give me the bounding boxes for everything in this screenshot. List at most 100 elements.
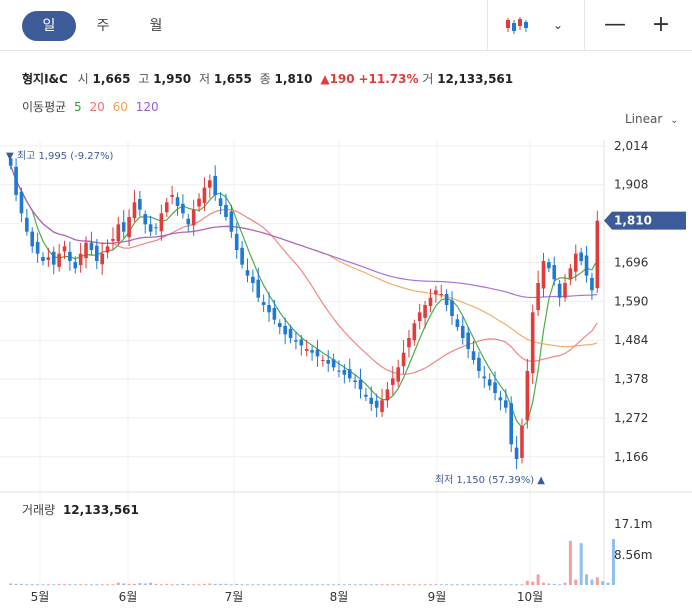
current-price-label: 1,810: [614, 214, 652, 228]
toolbar-divider: [584, 0, 585, 50]
volume-bar: [482, 584, 486, 586]
candle-body: [498, 397, 503, 401]
tab-day[interactable]: 일: [22, 11, 76, 41]
price-tick-label: 2,014: [614, 139, 648, 153]
candle-body: [563, 283, 567, 298]
volume-bar: [337, 584, 341, 586]
volume-bar: [84, 584, 88, 586]
candle-body: [423, 305, 427, 318]
candle-body: [62, 246, 67, 252]
volume-bar: [299, 584, 303, 586]
candle-body: [84, 242, 88, 259]
ma-line-5: [10, 165, 598, 429]
volume-bar: [262, 584, 266, 586]
volume-bar: [305, 584, 309, 586]
candle-body: [369, 397, 374, 404]
volume-bar: [229, 584, 233, 586]
volume-bar: [520, 584, 524, 586]
candlestick-icon[interactable]: [500, 10, 534, 40]
volume-bar: [396, 584, 400, 586]
candle-body: [148, 224, 153, 232]
candle-body: [186, 218, 191, 225]
volume-value: 12,133,561: [437, 72, 514, 86]
candle-body: [321, 360, 325, 361]
volume-bar: [359, 584, 363, 586]
candle-body: [536, 283, 540, 311]
volume-bar: [197, 584, 201, 586]
volume-bar: [579, 543, 583, 585]
volume-panel-label: 거래량 12,133,561: [22, 501, 139, 518]
max-annotation: ▼ 최고 1,995 (-9.27%): [6, 150, 114, 162]
ma-120[interactable]: 120: [135, 100, 159, 114]
open-value: 1,665: [92, 72, 131, 86]
volume-bar: [461, 584, 465, 586]
chevron-down-icon[interactable]: ⌄: [552, 18, 564, 32]
volume-bar: [445, 584, 449, 586]
candle-body: [283, 325, 287, 335]
ma-20[interactable]: 20: [89, 100, 105, 114]
volume-bar: [515, 584, 519, 586]
candle-body: [191, 209, 196, 226]
volume-bar: [423, 584, 427, 586]
candle-body: [127, 217, 131, 238]
zoom-out-button[interactable]: —: [604, 12, 626, 37]
volume-bar: [111, 584, 115, 586]
volume-bar: [488, 584, 492, 586]
candle-body: [337, 370, 341, 372]
volume-bar: [439, 584, 443, 586]
volume-bar: [181, 583, 185, 585]
zoom-in-button[interactable]: +: [651, 12, 671, 37]
candle-body: [8, 158, 13, 166]
candle-body: [364, 394, 368, 397]
candle-body: [299, 339, 304, 346]
volume-bar: [326, 584, 330, 586]
candle-body: [557, 283, 562, 298]
candle-body: [487, 379, 492, 386]
volume-bar: [391, 584, 395, 586]
candle-body: [509, 403, 513, 445]
volume-bar: [332, 584, 336, 586]
candle-body: [342, 369, 347, 375]
candle-body: [590, 277, 594, 291]
volume-bar: [509, 584, 513, 586]
volume-bar: [52, 584, 56, 586]
volume-bar: [450, 584, 454, 586]
candle-body: [514, 447, 519, 459]
volume-bar: [552, 583, 556, 585]
volume-bar: [73, 584, 77, 586]
volume-bar: [278, 584, 282, 586]
volume-bar: [213, 583, 217, 585]
change-value: ▲190: [320, 72, 355, 86]
volume-bar: [127, 583, 131, 585]
volume-bar: [498, 584, 502, 586]
candle-body: [331, 359, 336, 368]
candle-body: [159, 213, 164, 232]
price-tick-label: 1,696: [614, 255, 648, 269]
volume-bar: [342, 584, 346, 586]
candle-body: [267, 305, 271, 313]
candle-body: [525, 371, 530, 421]
scale-dropdown[interactable]: Linear ⌄: [625, 112, 679, 126]
tab-month[interactable]: 월: [149, 18, 163, 34]
tab-week[interactable]: 주: [96, 18, 110, 34]
candle-body: [595, 220, 600, 289]
volume-bar: [116, 582, 120, 585]
moving-average-legend: 이동평균 5 20 60 120: [22, 98, 163, 115]
ma-60[interactable]: 60: [112, 100, 128, 114]
volume-bar: [315, 584, 319, 586]
candle-body: [347, 369, 352, 379]
close-value: 1,810: [274, 72, 313, 86]
volume-bar: [364, 584, 368, 586]
candle-body: [412, 323, 417, 341]
ma-5[interactable]: 5: [74, 100, 82, 114]
candle-body: [30, 231, 35, 247]
volume-bar: [289, 584, 293, 586]
price-tick-label: 1,272: [614, 411, 648, 425]
volume-bar: [170, 584, 174, 586]
price-tick-label: 1,378: [614, 372, 648, 386]
volume-bar: [46, 584, 50, 586]
volume-bar: [493, 584, 497, 586]
candle-body: [504, 400, 508, 408]
x-tick-label: 8월: [330, 590, 349, 604]
candle-body: [358, 379, 363, 390]
